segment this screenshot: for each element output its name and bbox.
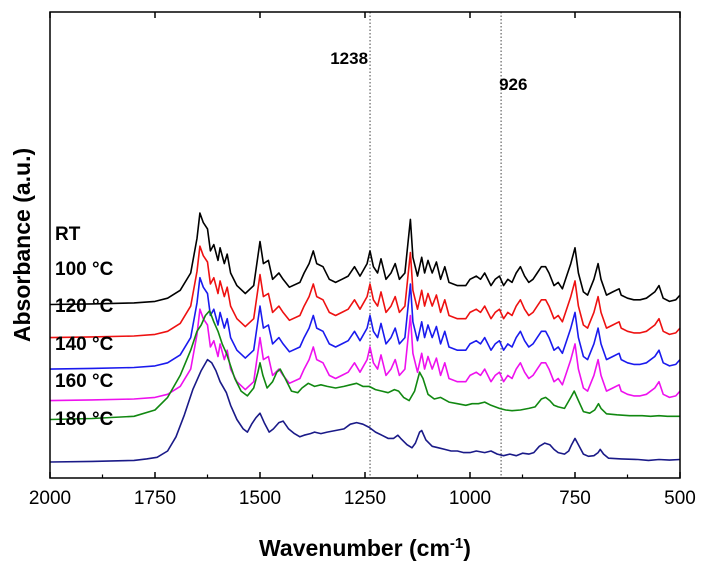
series-line-6 xyxy=(49,358,681,463)
series-label-1: RT xyxy=(55,224,81,245)
x-tick-label-2000: 2000 xyxy=(29,488,71,509)
x-axis-title-main: Wavenumber (cm xyxy=(259,535,450,561)
annotations: 1238 926 xyxy=(330,49,527,94)
series-line-3 xyxy=(49,276,681,370)
series-lines xyxy=(49,212,681,463)
x-tick-label-1750: 1750 xyxy=(134,488,176,509)
x-tick-label-1250: 1250 xyxy=(344,488,386,509)
x-axis-ticks: 2000 1750 1500 1250 1000 750 500 xyxy=(29,12,696,509)
series-label-3: 120 °C xyxy=(55,296,114,317)
reference-label-1238: 1238 xyxy=(330,49,368,68)
series-labels: RT 100 °C 120 °C 140 °C 160 °C 180 °C xyxy=(55,224,114,430)
series-label-4: 140 °C xyxy=(55,334,114,355)
x-axis-title-end: ) xyxy=(463,535,471,561)
series-line-2 xyxy=(49,245,681,339)
reference-label-926: 926 xyxy=(499,75,527,94)
series-label-6: 180 °C xyxy=(55,409,114,430)
series-label-2: 100 °C xyxy=(55,259,114,280)
x-axis-title: Wavenumber (cm-1) xyxy=(259,535,471,562)
x-tick-label-1000: 1000 xyxy=(449,488,491,509)
reference-lines xyxy=(369,12,502,478)
y-axis-title: Absorbance (a.u.) xyxy=(9,148,35,342)
series-line-5 xyxy=(49,310,680,421)
plot-frame xyxy=(49,11,681,479)
x-tick-label-750: 750 xyxy=(559,488,591,509)
series-label-5: 160 °C xyxy=(55,371,114,392)
x-axis-title-sup: -1 xyxy=(450,535,463,552)
x-tick-label-500: 500 xyxy=(664,488,696,509)
series-line-1 xyxy=(49,212,681,306)
x-tick-label-1500: 1500 xyxy=(239,488,281,509)
